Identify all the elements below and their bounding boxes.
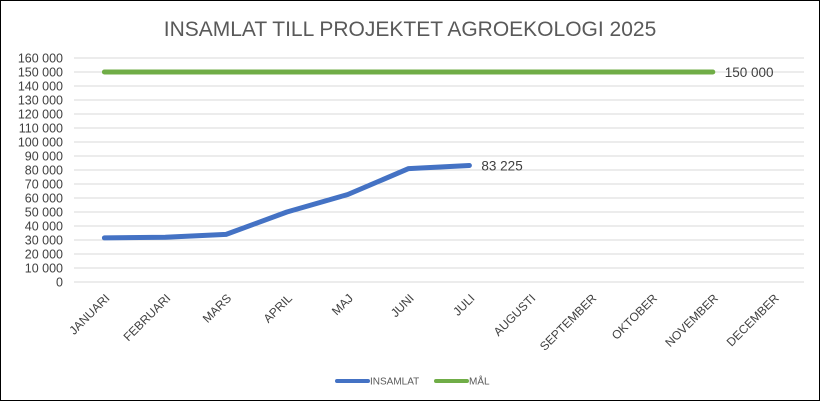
y-tick-label: 160 000 — [18, 52, 63, 66]
x-tick-label: MAJ — [329, 291, 356, 318]
x-tick-label: JANUARI — [66, 291, 112, 337]
y-tick-label: 110 000 — [19, 122, 63, 136]
x-tick-label: APRIL — [261, 291, 296, 326]
x-tick-label: NOVEMBER — [662, 291, 721, 350]
x-tick-label: JUNI — [388, 291, 417, 320]
y-tick-label: 50 000 — [25, 206, 63, 220]
y-tick-label: 20 000 — [25, 248, 63, 262]
x-tick-label: AUGUSTI — [491, 291, 539, 339]
legend: INSAMLAT MÅL — [335, 375, 490, 388]
y-tick-label: 90 000 — [25, 150, 63, 164]
y-tick-label: 120 000 — [18, 108, 63, 122]
x-tick-label: DECEMBER — [724, 291, 782, 349]
x-tick-label: OKTOBER — [609, 291, 660, 342]
x-axis: JANUARI FEBRUARI MARS APRIL MAJ JUNI JULI AUGUS… — [66, 291, 782, 353]
y-tick-label: 60 000 — [25, 192, 63, 206]
series-lines — [101, 69, 716, 241]
y-tick-label: 10 000 — [25, 262, 63, 276]
y-tick-label: 100 000 — [18, 136, 63, 150]
data-label: 150 000 — [725, 65, 774, 80]
series-line-insamlat — [101, 163, 472, 241]
y-tick-label: 130 000 — [18, 94, 63, 108]
y-tick-label: 30 000 — [25, 234, 63, 248]
y-tick-label: 40 000 — [25, 220, 63, 234]
data-labels: 83 225 150 000 — [481, 65, 773, 173]
legend-label: INSAMLAT — [370, 377, 419, 388]
y-tick-label: 80 000 — [25, 164, 63, 178]
x-tick-label: MARS — [200, 291, 234, 325]
y-tick-label: 140 000 — [18, 80, 63, 94]
gridlines — [74, 57, 804, 283]
y-tick-label: 0 — [56, 276, 63, 290]
y-tick-label: 70 000 — [25, 178, 63, 192]
x-tick-label: SEPTEMBER — [537, 291, 599, 353]
x-tick-label: JULI — [450, 291, 477, 318]
y-tick-label: 150 000 — [18, 66, 63, 80]
chart-title: INSAMLAT TILL PROJEKTET AGROEKOLOGI 2025 — [164, 18, 657, 41]
legend-label: MÅL — [469, 375, 490, 388]
data-label: 83 225 — [481, 158, 522, 173]
x-tick-label: FEBRUARI — [121, 291, 174, 344]
